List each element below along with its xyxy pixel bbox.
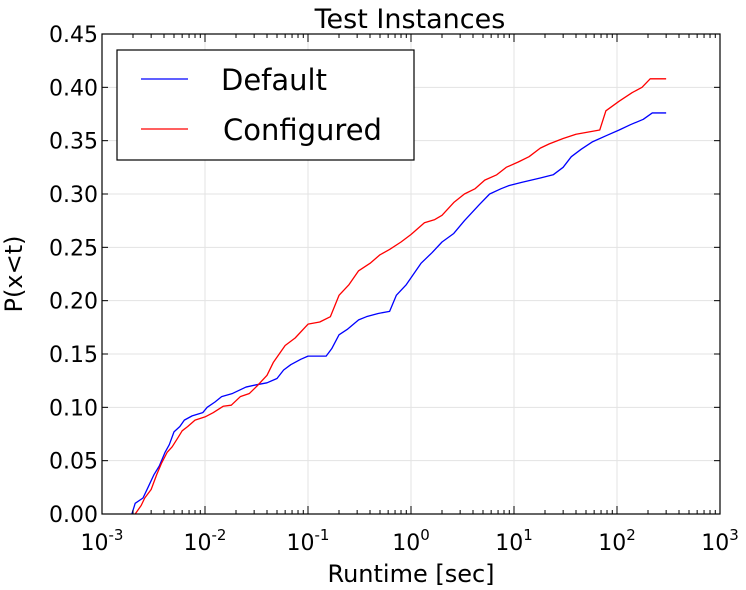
y-tick-label-9: 0.45 — [49, 23, 98, 48]
y-tick-label-2: 0.10 — [49, 396, 98, 421]
legend: Default Configured — [116, 49, 415, 161]
x-tick-label-6: 103 — [701, 526, 739, 556]
legend-label-default: Default — [221, 63, 327, 97]
x-tick-label-0: 10-3 — [81, 526, 124, 556]
legend-label-configured: Configured — [223, 113, 382, 147]
y-tick-label-8: 0.40 — [49, 76, 98, 101]
x-tick-label-1: 10-2 — [184, 526, 227, 556]
y-tick-label-1: 0.05 — [49, 450, 98, 475]
series-line-default — [131, 112, 667, 515]
y-tick-label-3: 0.15 — [49, 343, 98, 368]
series-lines — [131, 78, 667, 515]
legend-box — [116, 49, 415, 161]
axis-ticks: 0.00 0.05 0.10 0.15 0.20 0.25 0.30 0.35 0.40 0.45… — [49, 23, 739, 556]
plot-frame — [101, 33, 721, 515]
x-tick-label-3: 100 — [392, 526, 430, 556]
chart-title: Test Instances — [314, 4, 506, 35]
y-tick-label-7: 0.35 — [49, 130, 98, 155]
y-tick-label-6: 0.30 — [49, 183, 98, 208]
y-tick-label-0: 0.00 — [49, 503, 98, 528]
y-tick-label-5: 0.25 — [49, 236, 98, 261]
y-axis-title: P(x<t) — [0, 236, 28, 313]
series-line-configured — [134, 78, 667, 515]
y-tick-label-4: 0.20 — [49, 290, 98, 315]
x-axis-title: Runtime [sec] — [327, 560, 494, 588]
x-tick-label-5: 102 — [598, 526, 636, 556]
x-tick-label-2: 10-1 — [287, 526, 330, 556]
x-tick-label-4: 101 — [495, 526, 533, 556]
